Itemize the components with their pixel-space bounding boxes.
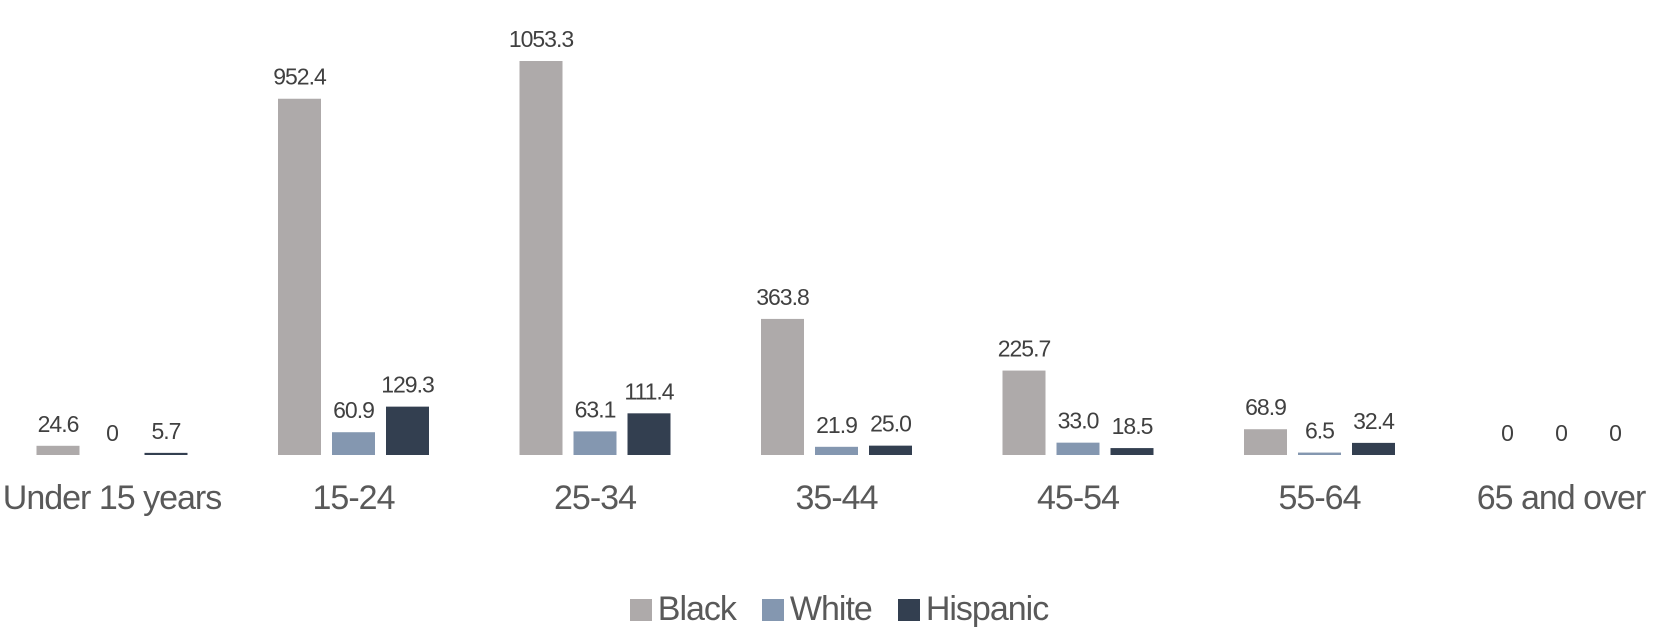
data-label: 0 (1555, 420, 1567, 446)
data-label: 5.7 (152, 418, 181, 444)
x-tick-label: 25-34 (554, 479, 637, 517)
bar (815, 446, 858, 455)
data-label: 952.4 (273, 64, 327, 90)
x-tick-label: 55-64 (1278, 479, 1362, 517)
bar (1352, 442, 1395, 455)
legend-swatch (761, 598, 784, 621)
data-label: 33.0 (1058, 408, 1099, 434)
bar (519, 61, 563, 455)
data-label: 0 (1501, 420, 1513, 446)
bar (1002, 370, 1046, 455)
data-label: 129.3 (381, 372, 434, 398)
bar (278, 98, 321, 455)
legend: Black White Hispanic (0, 590, 1678, 629)
data-label: 68.9 (1245, 394, 1286, 420)
bar (1244, 429, 1287, 455)
data-label: 32.4 (1353, 408, 1395, 434)
data-label: 21.9 (816, 412, 857, 438)
legend-item: Black (629, 590, 737, 629)
bar (1056, 442, 1100, 455)
bar (761, 318, 804, 455)
x-tick-label: 35-44 (795, 479, 879, 517)
data-label: 60.9 (333, 397, 374, 423)
data-label: 363.8 (756, 284, 809, 310)
data-label: 6.5 (1305, 418, 1334, 444)
data-label: 111.4 (624, 378, 674, 404)
bar (1110, 448, 1154, 455)
data-label: 25.0 (870, 411, 911, 437)
legend-item: Hispanic (897, 590, 1049, 629)
x-tick-label: 15-24 (312, 479, 396, 517)
data-label: 1053.3 (509, 26, 574, 52)
bar (386, 406, 429, 455)
data-label: 18.5 (1112, 413, 1153, 439)
legend-label: White (789, 590, 873, 628)
legend-label: Black (657, 590, 737, 628)
data-label: 0 (1609, 420, 1621, 446)
plot-area: 24.6 0 5.7 952.4 60.9 129.3 1053.3 63.1 111.4 363… (36, 26, 1622, 455)
data-label: 63.1 (575, 396, 616, 422)
data-label: 24.6 (38, 411, 79, 437)
legend-swatch (629, 598, 652, 621)
x-tick-label: 65 and over (1476, 479, 1647, 517)
bar (869, 445, 912, 455)
legend-swatch (897, 598, 920, 621)
bar (36, 445, 80, 455)
data-label: 0 (106, 420, 118, 446)
legend-item: White (761, 590, 873, 629)
legend-label: Hispanic (925, 590, 1049, 628)
bar (332, 432, 375, 455)
bar (144, 452, 188, 455)
bar (1298, 452, 1341, 455)
bar (627, 413, 671, 455)
x-tick-label: 45-54 (1037, 479, 1120, 517)
bar (573, 431, 617, 455)
data-label: 225.7 (998, 336, 1051, 362)
x-tick-label: Under 15 years (2, 479, 222, 517)
